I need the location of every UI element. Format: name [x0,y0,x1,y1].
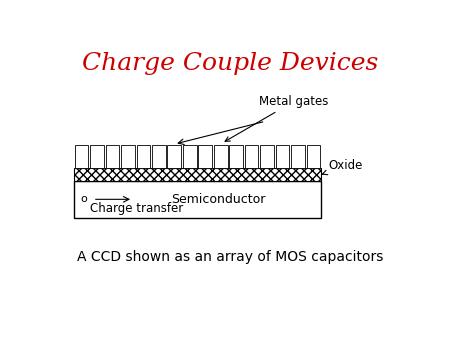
Text: o: o [81,194,87,204]
Text: Oxide: Oxide [322,159,363,175]
Bar [245,145,258,168]
Text: Charge transfer: Charge transfer [90,202,184,215]
Bar [136,145,150,168]
Bar [74,181,321,218]
Bar [74,168,321,181]
Bar [90,145,104,168]
Bar [230,145,243,168]
Bar [183,145,197,168]
Bar [261,145,274,168]
Bar [152,145,166,168]
Bar [106,145,119,168]
Text: A CCD shown as an array of MOS capacitors: A CCD shown as an array of MOS capacitor… [77,249,383,264]
Text: Charge Couple Devices: Charge Couple Devices [82,52,379,75]
Text: Metal gates: Metal gates [225,95,328,141]
Bar [198,145,212,168]
Bar [121,145,135,168]
Bar [276,145,289,168]
Bar [291,145,305,168]
Bar [167,145,181,168]
Text: Semiconductor: Semiconductor [171,193,266,206]
Bar [75,145,88,168]
Bar [307,145,320,168]
Bar [214,145,228,168]
